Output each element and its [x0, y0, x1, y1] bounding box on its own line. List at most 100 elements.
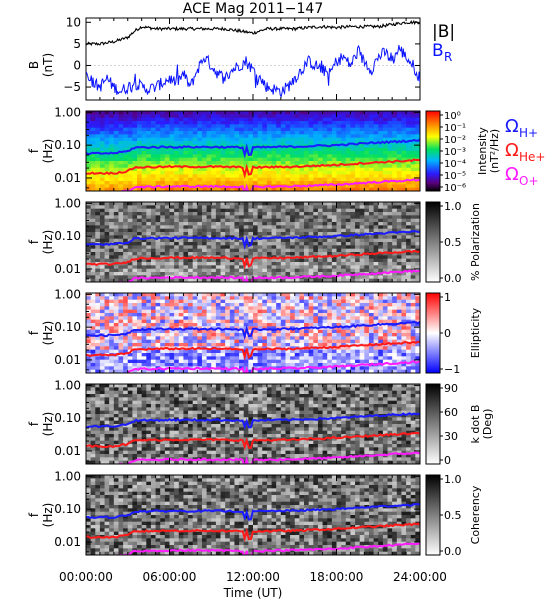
ellipticity-cell: [155, 356, 161, 361]
ellipticity-cell: [266, 323, 272, 327]
intensity-cell: [290, 177, 296, 182]
ellipticity-cell: [201, 343, 208, 347]
intensity-cell: [141, 117, 147, 122]
intensity-colorbar-tick-label: 10⁻¹: [444, 123, 466, 134]
ellipticity-cell: [327, 323, 333, 327]
polarization-cell: [368, 228, 375, 233]
intensity-cell: [257, 167, 263, 172]
intensity-cell: [109, 141, 115, 145]
ellipticity-cell: [95, 316, 101, 321]
intensity-cell: [317, 137, 323, 142]
polarization-cell: [211, 268, 217, 273]
intensity-cell: [331, 164, 337, 169]
polarization-cell: [178, 248, 184, 253]
polarization-cell: [341, 275, 347, 280]
intensity-cell: [350, 144, 356, 149]
intensity-cell: [294, 117, 300, 122]
ellipticity-cell: [225, 336, 231, 341]
polarization-cell: [141, 265, 147, 270]
polarization-cell: [95, 205, 101, 210]
intensity-cell: [266, 187, 272, 191]
intensity-cell: [109, 121, 115, 125]
intensity-cell: [99, 161, 105, 165]
ellipticity-cell: [155, 306, 161, 311]
ellipticity-cell: [188, 303, 194, 307]
intensity-cell: [155, 117, 161, 122]
intensity-cell: [345, 144, 351, 149]
intensity-cell: [225, 167, 231, 172]
polarization-cell: [220, 268, 226, 273]
polarization-cell: [331, 215, 337, 220]
polarization-cell: [178, 242, 184, 246]
intensity-cell: [123, 157, 129, 162]
polarization-cell: [127, 275, 133, 280]
ellipticity-cell: [90, 309, 96, 314]
intensity-cell: [266, 181, 272, 185]
ellipticity-cell: [299, 293, 305, 297]
ellipticity-cell: [188, 343, 194, 347]
intensity-cell: [99, 124, 105, 129]
intensity-cell: [276, 134, 282, 139]
polarization-cell: [331, 262, 337, 266]
intensity-cell: [378, 164, 384, 169]
intensity-cell: [304, 154, 310, 159]
polarization-cell: [322, 225, 328, 230]
polarization-cell: [188, 222, 194, 226]
polarization-cell: [169, 238, 175, 243]
intensity-cell: [132, 174, 138, 179]
ellipticity-cell: [118, 319, 124, 324]
polarization-cell: [229, 222, 235, 226]
polarization-cell: [387, 205, 393, 210]
polarization-cell: [253, 248, 259, 253]
intensity-cell: [169, 157, 175, 162]
intensity-cell: [123, 124, 129, 129]
intensity-cell: [155, 111, 161, 115]
intensity-cell: [174, 167, 180, 172]
ellipticity-cell: [160, 316, 166, 321]
ellipticity-cell: [150, 303, 156, 307]
polarization-cell: [341, 205, 347, 210]
ellipticity-cell: [253, 333, 259, 337]
polarization-cell: [415, 212, 420, 216]
intensity-cell: [211, 147, 217, 152]
intensity-cell: [280, 171, 286, 175]
ellipticity-cell: [132, 316, 138, 321]
polarization-cell: [359, 258, 365, 263]
ellipticity-cell: [188, 369, 194, 373]
intensity-cell: [127, 124, 133, 129]
intensity-cell: [266, 154, 272, 159]
intensity-cell: [341, 151, 347, 155]
ellipticity-cell: [201, 296, 208, 301]
polarization-cell: [155, 212, 161, 216]
polarization-cell: [95, 218, 101, 223]
polarization-cell: [229, 278, 235, 282]
polarization-cell: [313, 248, 319, 253]
intensity-cell: [225, 157, 231, 162]
intensity-cell: [220, 181, 226, 185]
intensity-cell: [118, 164, 124, 169]
intensity-cell: [387, 181, 393, 185]
polarization-cell: [243, 248, 249, 253]
polarization-cell: [169, 258, 175, 263]
intensity-cell: [345, 164, 351, 169]
ellipticity-cell: [266, 343, 272, 347]
intensity-cell: [155, 147, 161, 152]
intensity-cell: [215, 157, 221, 162]
intensity-cell: [127, 161, 133, 165]
ellipticity-cell: [155, 293, 161, 297]
ellipticity-cell: [299, 329, 305, 334]
intensity-cell: [197, 137, 203, 142]
intensity-cell: [317, 151, 323, 155]
ellipticity-cell: [197, 349, 203, 354]
ellipticity-cell: [197, 309, 203, 314]
intensity-cell: [215, 127, 221, 132]
ellipticity-cell: [201, 299, 208, 304]
polarization-cell: [234, 262, 240, 266]
intensity-cell: [225, 174, 231, 179]
intensity-cell: [392, 151, 398, 155]
intensity-cell: [127, 134, 133, 139]
polarization-cell: [132, 212, 138, 216]
intensity-cell: [201, 117, 208, 122]
intensity-cell: [336, 147, 342, 152]
polarization-cell: [160, 228, 166, 233]
